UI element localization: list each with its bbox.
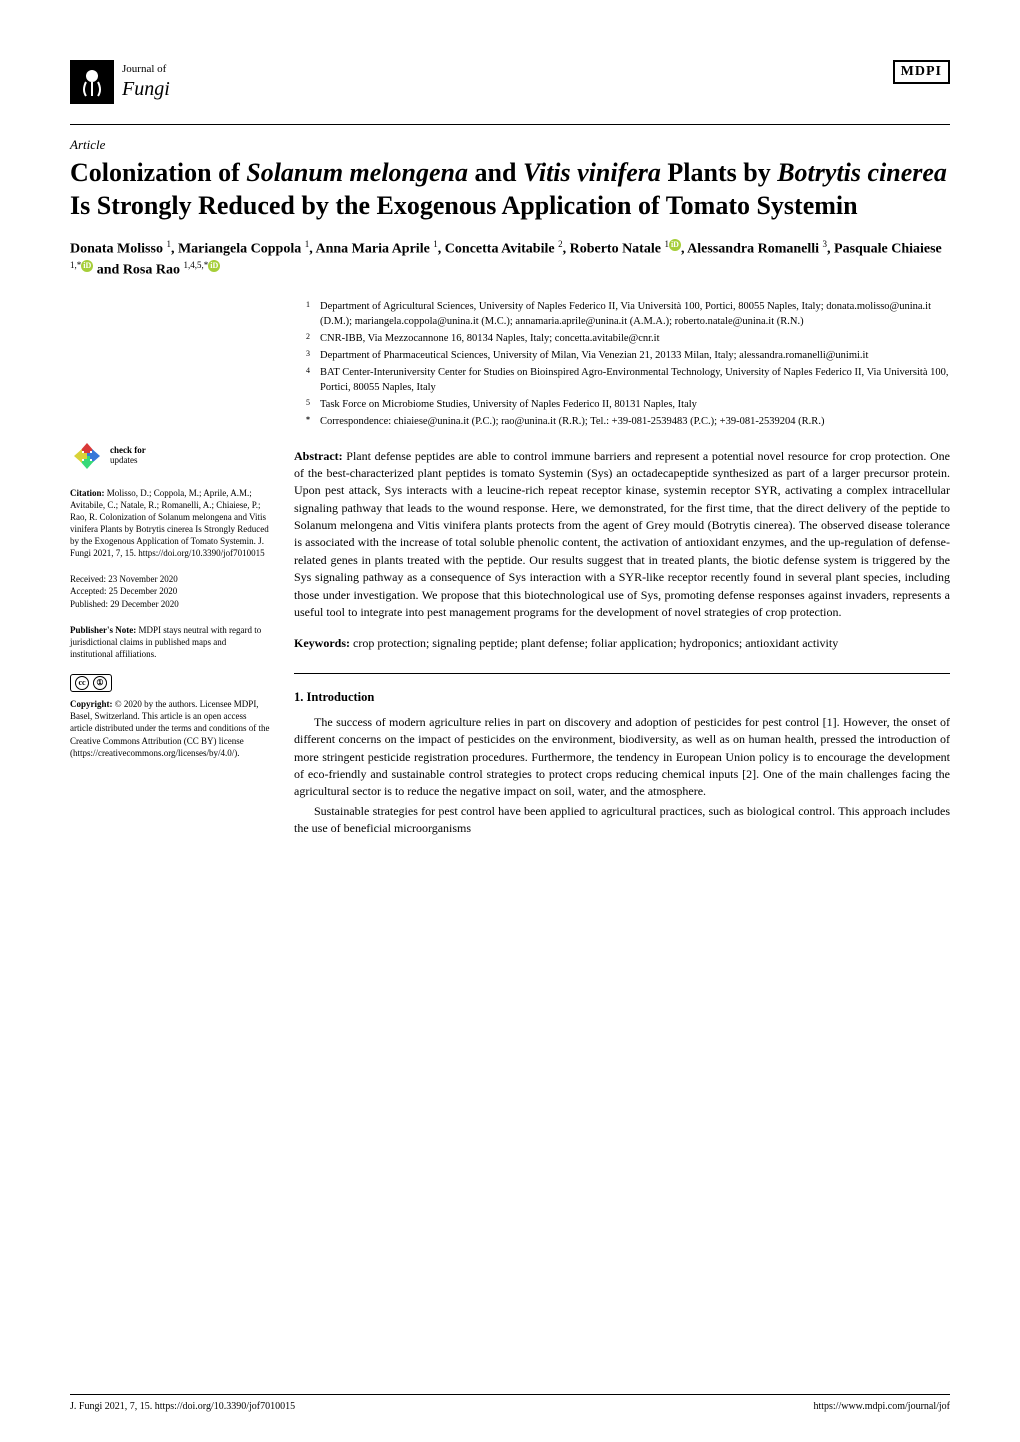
publisher-logo: MDPI — [893, 60, 950, 84]
citation-section: Citation: Molisso, D.; Coppola, M.; Apri… — [70, 487, 270, 560]
citation-text: Molisso, D.; Coppola, M.; Aprile, A.M.; … — [70, 488, 269, 559]
journal-name: Journal of Fungi — [122, 63, 170, 100]
abstract-text: Plant defense peptides are able to contr… — [294, 449, 950, 620]
article-title: Colonization of Solanum melongena and Vi… — [70, 157, 950, 222]
author: , Pasquale Chiaiese — [827, 242, 942, 257]
affiliation-item: 4 BAT Center-Interuniversity Center for S… — [306, 365, 950, 397]
check-updates-icon — [70, 439, 104, 473]
publisher-note-label: Publisher's Note: — [70, 625, 136, 635]
author: , Alessandra Romanelli — [681, 242, 823, 257]
abstract-label: Abstract: — [294, 449, 343, 463]
author: , Mariangela Coppola — [171, 242, 305, 257]
authors-list: Donata Molisso 1, Mariangela Coppola 1, … — [70, 238, 950, 281]
author: , Anna Maria Aprile — [309, 242, 433, 257]
article-type: Article — [70, 137, 950, 153]
keywords: Keywords: crop protection; signaling pep… — [294, 635, 950, 652]
sidebar: check for updates Citation: Molisso, D.;… — [70, 299, 270, 840]
affiliations-list: 1 Department of Agricultural Sciences, Un… — [294, 299, 950, 430]
author: , Roberto Natale — [563, 242, 665, 257]
title-part: Is Strongly Reduced by the Exogenous App… — [70, 191, 858, 220]
affiliation-item: 2 CNR-IBB, Via Mezzocannone 16, 80134 Nap… — [306, 331, 950, 347]
paragraph: The success of modern agriculture relies… — [294, 714, 950, 801]
affiliation-item: * Correspondence: chiaiese@unina.it (P.C.… — [306, 414, 950, 430]
header-divider — [70, 124, 950, 125]
orcid-icon: iD — [81, 260, 93, 272]
check-updates-text: check for updates — [110, 446, 146, 466]
cc-icon: cc — [75, 676, 89, 690]
copyright-label: Copyright: — [70, 699, 113, 709]
title-part: Plants by — [661, 158, 777, 187]
author: Donata Molisso — [70, 242, 166, 257]
affiliation-item: 3 Department of Pharmaceutical Sciences, … — [306, 348, 950, 364]
footer-left: J. Fungi 2021, 7, 15. https://doi.org/10… — [70, 1401, 295, 1412]
cc-license-badge: cc ① — [70, 674, 270, 692]
journal-logo-icon — [70, 60, 114, 104]
title-part: Colonization of — [70, 158, 246, 187]
affiliation-text: Task Force on Microbiome Studies, Univer… — [320, 399, 697, 410]
affiliation-num: 4 — [306, 365, 310, 377]
check-updates-badge[interactable]: check for updates — [70, 439, 270, 473]
affiliation-num: 1 — [306, 299, 310, 311]
title-italic: Vitis vinifera — [523, 158, 661, 187]
affiliation-num: * — [306, 414, 310, 426]
title-italic: Solanum melongena — [246, 158, 468, 187]
orcid-icon: iD — [669, 239, 681, 251]
section-heading: 1. Introduction — [294, 688, 950, 706]
cc-badge: cc ① — [70, 674, 112, 692]
affiliation-text: CNR-IBB, Via Mezzocannone 16, 80134 Napl… — [320, 333, 660, 344]
body-text: The success of modern agriculture relies… — [294, 714, 950, 838]
publisher-note-section: Publisher's Note: MDPI stays neutral wit… — [70, 624, 270, 660]
affiliation-text: BAT Center-Interuniversity Center for St… — [320, 367, 949, 394]
updates-label: updates — [110, 456, 146, 466]
journal-name-text: Fungi — [122, 77, 170, 101]
accepted-date: Accepted: 25 December 2020 — [70, 585, 270, 597]
keywords-text: crop protection; signaling peptide; plan… — [350, 636, 838, 650]
header-row: Journal of Fungi MDPI — [70, 60, 950, 104]
title-part: and — [468, 158, 523, 187]
author-sup: 1,* — [70, 260, 81, 270]
affiliation-num: 2 — [306, 331, 310, 343]
journal-logo: Journal of Fungi — [70, 60, 170, 104]
author: and Rosa Rao — [93, 263, 183, 278]
author: , Concetta Avitabile — [438, 242, 558, 257]
published-date: Published: 29 December 2020 — [70, 598, 270, 610]
author-sup: 1,4,5,* — [184, 260, 209, 270]
section-divider — [294, 673, 950, 674]
paragraph: Sustainable strategies for pest control … — [294, 803, 950, 838]
orcid-icon: iD — [208, 260, 220, 272]
footer-right: https://www.mdpi.com/journal/jof — [813, 1401, 950, 1412]
page-footer: J. Fungi 2021, 7, 15. https://doi.org/10… — [70, 1394, 950, 1412]
main-content: 1 Department of Agricultural Sciences, Un… — [294, 299, 950, 840]
title-italic: Botrytis cinerea — [777, 158, 947, 187]
affiliation-item: 1 Department of Agricultural Sciences, Un… — [306, 299, 950, 331]
copyright-section: Copyright: © 2020 by the authors. Licens… — [70, 698, 270, 759]
affiliation-text: Department of Pharmaceutical Sciences, U… — [320, 350, 868, 361]
affiliation-item: 5 Task Force on Microbiome Studies, Unive… — [306, 397, 950, 413]
abstract: Abstract: Plant defense peptides are abl… — [294, 448, 950, 622]
affiliation-num: 3 — [306, 348, 310, 360]
affiliation-text: Correspondence: chiaiese@unina.it (P.C.)… — [320, 416, 824, 427]
affiliation-num: 5 — [306, 397, 310, 409]
received-date: Received: 23 November 2020 — [70, 573, 270, 585]
journal-of-text: Journal of — [122, 63, 170, 76]
keywords-label: Keywords: — [294, 636, 350, 650]
by-icon: ① — [93, 676, 107, 690]
dates-section: Received: 23 November 2020 Accepted: 25 … — [70, 573, 270, 609]
affiliation-text: Department of Agricultural Sciences, Uni… — [320, 301, 931, 328]
citation-label: Citation: — [70, 488, 105, 498]
